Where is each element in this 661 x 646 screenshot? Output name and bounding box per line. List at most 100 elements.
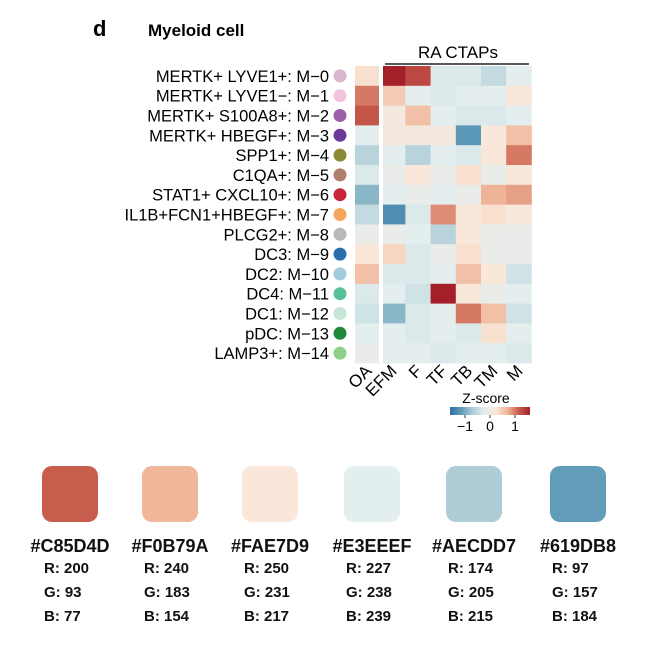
heatmap-cell: [355, 125, 381, 146]
heatmap-cell: [380, 343, 406, 364]
heatmap-cell: [405, 303, 431, 324]
swatch-r-value: R: 227: [346, 560, 392, 577]
color-palette: #C85D4D R: 200 G: 93 B: 77 #F0B79A R: 240 G: 1…: [0, 462, 661, 646]
row-label: LAMP3+: M−14: [214, 345, 329, 363]
swatch-r-value: R: 240: [144, 560, 190, 577]
heatmap-cell: [355, 323, 381, 344]
heatmap-cell: [481, 105, 507, 126]
row-color-dot: [333, 109, 347, 122]
heatmap-cell: [430, 85, 457, 106]
heatmap-figure: d Myeloid cell RA CTAPs MERTK+ LYVE1+: M…: [93, 16, 532, 434]
heatmap-cell: [506, 145, 532, 166]
heatmap-cell: [405, 343, 431, 364]
column-label: TF: [423, 361, 451, 389]
heatmap-cell: [506, 184, 532, 205]
row-color-dot: [333, 148, 347, 162]
heatmap-cell: [455, 204, 482, 225]
row-color-dot: [333, 247, 347, 261]
heatmap-cell: [481, 165, 507, 186]
heatmap-cell: [430, 244, 457, 265]
swatch-hex-label: #E3EEEF: [332, 536, 412, 556]
swatch-chip: [42, 466, 98, 522]
row-color-dot: [333, 287, 347, 301]
heatmap-cell: [506, 66, 532, 87]
heatmap-cell: [430, 105, 457, 126]
row-label: PLCG2+: M−8: [224, 226, 329, 244]
heatmap-cell: [380, 264, 406, 285]
swatch-g-value: G: 157: [552, 584, 598, 601]
row-label: DC3: M−9: [254, 246, 329, 264]
heatmap-cell: [455, 303, 482, 324]
heatmap-cell: [430, 303, 457, 324]
heatmap-cell: [481, 264, 507, 285]
swatch-chip: [242, 466, 298, 522]
heatmap-cell: [455, 145, 482, 166]
heatmap-cell: [405, 204, 431, 225]
heatmap-cell: [355, 66, 381, 87]
swatch-chip: [550, 466, 606, 522]
heatmap-cell: [405, 66, 431, 87]
heatmap-cell: [380, 224, 406, 245]
heatmap-cell: [481, 184, 507, 205]
legend-tick-label: −1: [457, 418, 473, 434]
heatmap-cell: [380, 145, 406, 166]
heatmap-cell: [380, 244, 406, 265]
heatmap-cell: [481, 145, 507, 166]
heatmap-cell: [380, 323, 406, 344]
heatmap-cell: [430, 224, 457, 245]
heatmap-cell: [380, 85, 406, 106]
swatch-r-value: R: 174: [448, 560, 494, 577]
row-color-dot: [333, 227, 347, 241]
heatmap-cell: [455, 283, 482, 304]
swatch-hex-label: #619DB8: [539, 536, 617, 556]
heatmap-cell: [355, 105, 381, 126]
column-label: TB: [447, 361, 476, 390]
heatmap-cell: [405, 125, 431, 146]
heatmap-cell: [481, 224, 507, 245]
heatmap-cell: [506, 323, 532, 344]
swatch-g-value: G: 238: [346, 584, 392, 601]
heatmap-cell: [380, 283, 406, 304]
heatmap-cell: [355, 283, 381, 304]
swatch-chip: [344, 466, 400, 522]
heatmap-cell: [355, 184, 381, 205]
heatmap-cell: [380, 204, 406, 225]
row-color-dot: [333, 326, 347, 340]
heatmap-cell: [405, 224, 431, 245]
heatmap-cell: [506, 105, 532, 126]
row-label: DC1: M−12: [245, 306, 329, 324]
heatmap-cell: [405, 105, 431, 126]
row-label: MERTK+ LYVE1+: M−0: [156, 68, 329, 86]
heatmap-cell: [481, 204, 507, 225]
swatch-hex-label: #FAE7D9: [230, 536, 310, 556]
heatmap-cell: [380, 105, 406, 126]
color-swatch: #AECDD7 R: 174 G: 205 B: 215: [414, 462, 534, 629]
row-label: DC4: M−11: [246, 286, 329, 304]
heatmap-cell: [355, 343, 381, 364]
color-swatch: #F0B79A R: 240 G: 183 B: 154: [110, 462, 230, 629]
heatmap-cell: [355, 85, 381, 106]
heatmap-cell: [506, 165, 532, 186]
heatmap-cell: [506, 204, 532, 225]
heatmap-cell: [506, 244, 532, 265]
heatmap-cell: [380, 125, 406, 146]
row-color-dot: [333, 346, 347, 360]
color-swatch: #619DB8 R: 97 G: 157 B: 184: [518, 462, 638, 629]
heatmap-cell: [455, 184, 482, 205]
legend-colorbar: [450, 407, 530, 415]
heatmap-cell: [355, 145, 381, 166]
column-label: M: [503, 361, 526, 384]
color-swatch: #E3EEEF R: 227 G: 238 B: 239: [312, 462, 432, 629]
group-label: RA CTAPs: [418, 43, 498, 62]
swatch-g-value: G: 231: [244, 584, 290, 601]
heatmap-cell: [430, 66, 457, 87]
heatmap-cell: [355, 204, 381, 225]
legend-tick-label: 1: [511, 418, 519, 434]
heatmap-cell: [481, 85, 507, 106]
legend-title: Z-score: [462, 390, 510, 406]
color-swatch: #FAE7D9 R: 250 G: 231 B: 217: [210, 462, 330, 629]
heatmap-cell: [430, 264, 457, 285]
heatmap-cell: [405, 244, 431, 265]
swatch-chip: [142, 466, 198, 522]
row-label: C1QA+: M−5: [233, 167, 329, 185]
